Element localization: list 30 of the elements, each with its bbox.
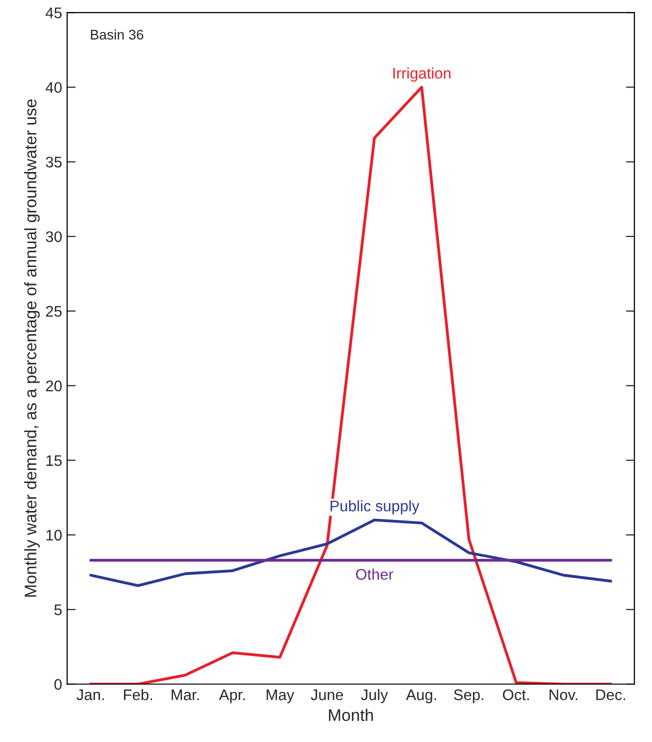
y-tick-label: 5 xyxy=(54,604,62,616)
y-tick-label: 45 xyxy=(46,8,62,18)
x-tick-label: Sep. xyxy=(454,689,484,704)
x-tick-label: July xyxy=(361,688,388,704)
x-tick-label: Mar. xyxy=(172,690,199,700)
series-label: Irrigation xyxy=(393,67,450,82)
x-tick-label: Dec. xyxy=(596,690,626,700)
x-tick-label: Apr. xyxy=(219,690,245,704)
x-tick-label: Jan. xyxy=(76,690,104,700)
x-tick-label: Aug. xyxy=(406,690,436,704)
x-tick-label: Oct. xyxy=(502,689,529,700)
y-tick-label: 35 xyxy=(46,156,62,168)
x-tick-label: Nov. xyxy=(550,690,578,700)
y-tick-label: 0 xyxy=(54,678,62,690)
y-tick-label: 25 xyxy=(46,306,62,317)
line-series xyxy=(89,518,612,588)
x-axis-title: Month xyxy=(328,708,373,722)
y-tick-label: 20 xyxy=(46,380,62,392)
x-tick-label: May xyxy=(266,690,294,704)
x-tick-label: Feb. xyxy=(124,688,152,700)
y-tick-label: 10 xyxy=(46,530,62,541)
series-label: Public supply xyxy=(330,500,420,514)
series-label: Other xyxy=(356,568,394,580)
y-tick-label: 15 xyxy=(46,455,62,466)
x-tick-label: June xyxy=(310,690,344,700)
annotation: Basin 36 xyxy=(90,29,144,40)
y-tick-label: 30 xyxy=(46,231,62,242)
y-tick-label: 40 xyxy=(46,82,62,93)
line-series xyxy=(89,86,612,684)
y-axis-title: Monthly water demand, as a percentage of annual groundwater use xyxy=(24,99,40,597)
